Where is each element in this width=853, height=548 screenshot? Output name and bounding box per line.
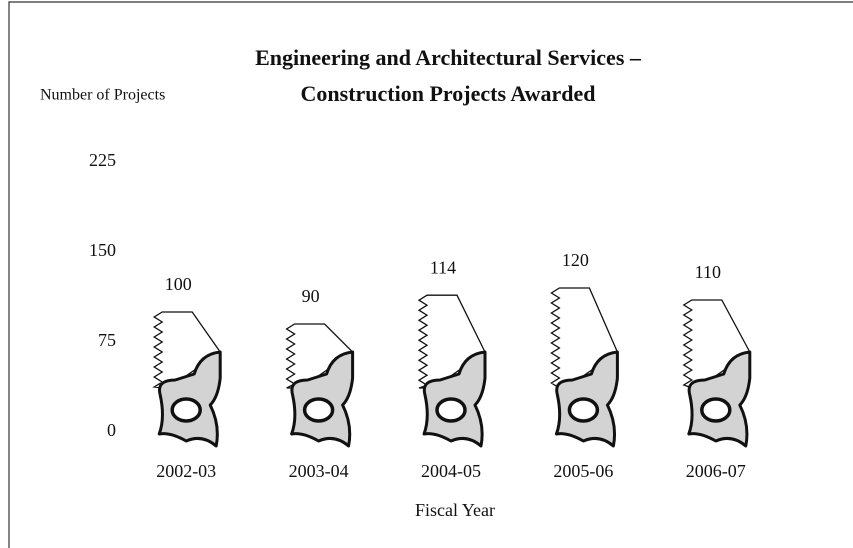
- pictograph-bar: [154, 312, 220, 446]
- y-tick-label: 150: [89, 240, 116, 260]
- bar-hole: [305, 399, 333, 421]
- chart-title: Engineering and Architectural Services –: [255, 45, 642, 70]
- x-tick-label: 2005-06: [553, 461, 613, 481]
- x-tick-label: 2006-07: [686, 461, 746, 481]
- value-label: 120: [562, 250, 589, 270]
- bar-hole: [437, 399, 465, 421]
- value-label: 110: [695, 262, 721, 282]
- x-tick-label: 2004-05: [421, 461, 481, 481]
- value-label: 114: [430, 257, 456, 277]
- pictograph-bar: [287, 324, 353, 446]
- x-tick-label: 2003-04: [289, 461, 349, 481]
- chart: Engineering and Architectural Services –…: [0, 0, 853, 548]
- bar-hole: [702, 399, 730, 421]
- y-tick-label: 0: [107, 420, 116, 440]
- pictograph-bar: [419, 295, 485, 446]
- bar-hole: [172, 399, 200, 421]
- bar-hole: [569, 399, 597, 421]
- pictograph-bar: [551, 288, 617, 446]
- y-axis-label: Number of Projects: [40, 87, 165, 104]
- value-label: 90: [302, 286, 320, 306]
- chart-subtitle: Construction Projects Awarded: [301, 81, 596, 106]
- x-axis-label: Fiscal Year: [415, 500, 495, 520]
- x-tick-label: 2002-03: [156, 461, 216, 481]
- y-tick-label: 225: [89, 150, 116, 170]
- y-tick-label: 75: [98, 330, 116, 350]
- value-label: 100: [165, 274, 192, 294]
- pictograph-bar: [684, 300, 750, 446]
